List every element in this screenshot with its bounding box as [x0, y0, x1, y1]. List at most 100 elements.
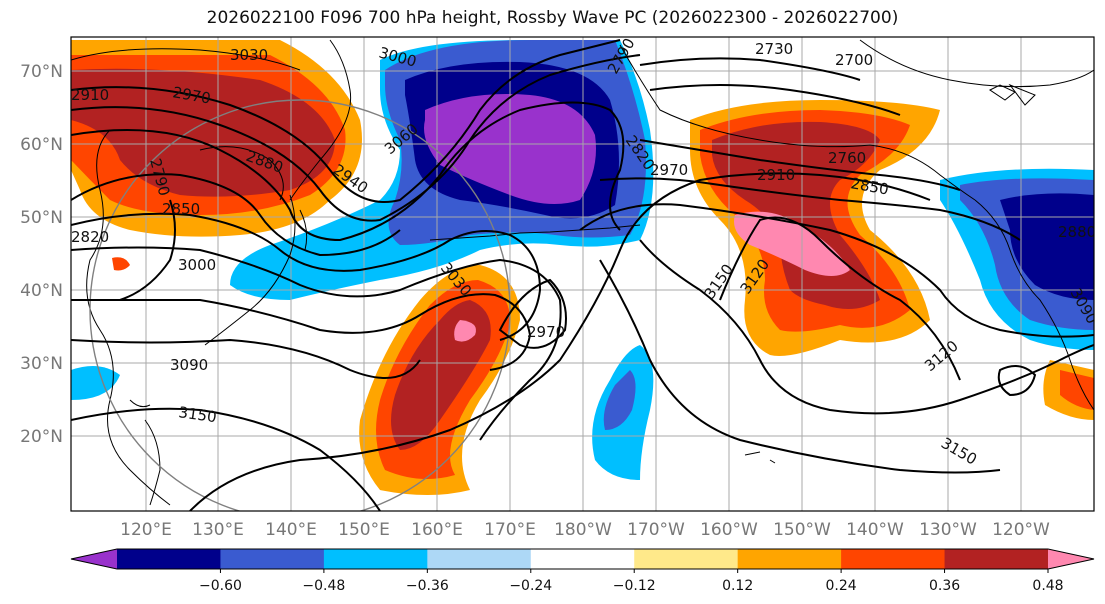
positive-anomaly-region	[112, 257, 130, 271]
contour-line	[71, 212, 542, 341]
lon-label: 120°E	[120, 520, 172, 540]
contour-label: 3000	[178, 256, 216, 274]
contour-line	[639, 139, 961, 191]
contour-line	[639, 57, 861, 81]
lon-label: 160°E	[411, 520, 463, 540]
positive-anomaly-region	[734, 211, 850, 276]
colorbar-tick-label: −0.48	[302, 578, 345, 594]
lat-label: 70°N	[20, 62, 63, 82]
colorbar-ticks: −0.60 −0.48 −0.36 −0.24 −0.12 0.12 0.24 0.36 0.4…	[199, 569, 1064, 594]
contour-line	[71, 246, 562, 441]
lon-label: 130°E	[192, 520, 244, 540]
contour-line	[119, 199, 176, 301]
contour-line	[71, 293, 532, 371]
contour-label: 2760	[828, 149, 866, 167]
lon-label: 150°W	[773, 520, 831, 540]
colorbar-tick-label: −0.24	[509, 578, 552, 594]
contour-label: 2910	[757, 166, 795, 184]
negative-anomaly-region	[71, 366, 120, 400]
colorbar-extension-max	[1048, 549, 1094, 569]
colorbar-tick-label: 0.12	[722, 578, 753, 594]
lat-label: 50°N	[20, 208, 63, 228]
graticule	[71, 37, 1094, 511]
colorbar-swatch	[117, 549, 221, 569]
contour-label: 2970	[527, 323, 565, 341]
colorbar-extension-min	[71, 549, 117, 569]
contour-label: 3030	[230, 46, 268, 64]
contour-label: 2880	[1058, 223, 1096, 241]
hawaii-islands	[744, 451, 776, 464]
contour-label: 2820	[71, 228, 109, 246]
latitude-axis: 70°N 60°N 50°N 40°N 30°N 20°N	[20, 62, 63, 447]
arctic-island	[989, 84, 1016, 101]
lon-label: 170°E	[484, 520, 536, 540]
contour-line	[71, 101, 625, 242]
contour-line	[579, 203, 1094, 338]
lat-label: 60°N	[20, 135, 63, 155]
lon-label: 170°W	[627, 520, 685, 540]
lon-label: 140°E	[265, 520, 317, 540]
lon-label: 150°E	[338, 520, 390, 540]
contour-line	[71, 338, 421, 379]
lon-label: 140°W	[846, 520, 904, 540]
contour-label: 2730	[755, 40, 793, 58]
contour-line	[71, 39, 621, 203]
contour-labels: 3030 3000 2970 2790 2730 2700 2910 2880 …	[71, 37, 1096, 469]
contour-line	[639, 239, 1094, 415]
map-title: 2026022100 F096 700 hPa height, Rossby W…	[206, 8, 899, 28]
colorbar-swatch	[530, 549, 635, 569]
colorbar-tick-label: −0.60	[199, 578, 242, 594]
colorbar: −0.60 −0.48 −0.36 −0.24 −0.12 0.12 0.24 0.36 0.4…	[70, 548, 1095, 594]
lon-label: 130°W	[919, 520, 977, 540]
colorbar-swatch	[220, 549, 325, 569]
plot-frame	[70, 36, 1095, 512]
lon-label: 180°W	[554, 520, 612, 540]
contour-label: 2910	[71, 86, 109, 104]
positive-anomaly-region	[454, 320, 476, 342]
colorbar-tick-label: 0.48	[1032, 578, 1063, 594]
colorbar-tick-label: 0.36	[929, 578, 960, 594]
japan-coast	[204, 194, 308, 346]
colorbar-swatches	[70, 548, 1095, 570]
contour-line	[498, 278, 567, 349]
aleutians	[429, 224, 641, 241]
asia-coast	[71, 48, 301, 506]
alaska-coast	[619, 44, 976, 201]
lon-label: 160°W	[700, 520, 758, 540]
colorbar-swatch	[944, 549, 1049, 569]
okhotsk-coast	[199, 146, 284, 201]
negative-anomaly-region	[603, 370, 636, 430]
contour-label: 2700	[835, 51, 873, 69]
contour-label: 2970	[650, 161, 688, 179]
lon-label: 120°W	[992, 520, 1050, 540]
contour-line	[997, 365, 1037, 397]
colorbar-tick-label: 0.24	[826, 578, 857, 594]
contour-line	[599, 259, 1001, 474]
contour-line	[71, 407, 381, 511]
negative-anomaly-region	[1000, 193, 1094, 300]
colorbar-tick-label: −0.12	[613, 578, 656, 594]
contour-label: 3150	[177, 403, 217, 426]
contour-line	[71, 54, 641, 222]
contour-line	[189, 172, 931, 511]
lat-label: 30°N	[20, 354, 63, 374]
positive-anomaly-region	[71, 68, 335, 197]
contour-line	[649, 84, 901, 116]
longitude-axis: 120°E 130°E 140°E 150°E 160°E 170°E 180°…	[120, 520, 1050, 540]
colorbar-outline	[70, 548, 1095, 570]
contour-line	[71, 173, 401, 257]
colorbar-swatch	[427, 549, 532, 569]
contour-line	[719, 216, 961, 381]
great-circle	[89, 99, 511, 511]
kamchatka-coast	[289, 39, 352, 201]
contour-label: 2850	[162, 200, 200, 218]
colorbar-swatch	[737, 549, 842, 569]
arctic-coast	[859, 39, 1094, 106]
philippines-coast	[129, 399, 161, 506]
north-america-coast	[974, 199, 1094, 411]
height-contours	[71, 39, 1094, 511]
colorbar-tick-label: −0.36	[406, 578, 449, 594]
lat-label: 40°N	[20, 281, 63, 301]
contour-label: 3090	[170, 356, 208, 374]
